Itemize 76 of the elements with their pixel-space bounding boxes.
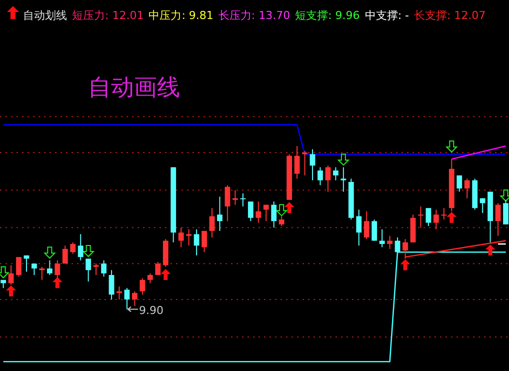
point [485,244,496,256]
text: 长支撑: 12.07 [414,9,486,22]
candlestick [263,204,269,222]
candlestick [372,218,378,242]
candlestick [155,261,161,276]
candlestick [16,256,22,278]
candlestick [8,264,14,286]
candlestick [356,209,362,246]
candlestick [248,201,254,222]
candlestick [132,290,138,307]
point [52,277,62,288]
candlestick [464,178,470,199]
candlestick [332,166,338,181]
candlestick [32,263,37,276]
candlestick [232,190,238,206]
text: 短支撑: 9.96 [295,9,360,22]
chart-title: 自动画线 [88,75,180,101]
candlestick [426,208,432,227]
candlestick [186,228,192,246]
candlestick [194,228,200,256]
candlestick [441,208,447,220]
candlestick [433,209,439,230]
candlestick [209,208,215,238]
candlestick [418,206,424,228]
candlestick [147,272,153,284]
candlestick [86,258,92,282]
candlestick [46,260,52,276]
candlestick [364,210,370,240]
point [160,269,171,280]
candlestick [302,150,308,176]
point [82,245,94,258]
candlestick [495,202,501,236]
candlestick [340,166,346,192]
text: 短压力: 12.01 [72,9,144,22]
point [44,246,56,259]
text: 中压力: 9.81 [148,9,214,22]
candlestick [402,238,408,260]
candlestick [503,199,508,225]
candlestick [124,288,130,310]
candlestick [240,192,246,207]
candlestick [93,263,99,276]
candlestick [256,201,262,224]
candlestick [108,270,114,300]
candlestick [217,196,222,232]
candlestick [480,198,486,214]
candlestick [178,227,184,248]
candlestick [294,146,300,180]
candlestick [224,184,230,222]
text: 中支撑: - [364,9,410,22]
annotation: 9.90 [138,304,164,317]
point [6,285,16,296]
text: 长压力: 13.70 [218,9,290,22]
candlestick [70,242,76,254]
point [276,204,288,216]
candlestick [78,234,84,261]
candlestick [310,148,316,181]
point [446,212,457,223]
candlestick [325,165,331,192]
candlestick [116,286,122,300]
point [446,140,458,152]
candlestick [62,245,68,264]
candlestick [394,236,400,254]
point [284,202,294,214]
candlestick [379,228,385,248]
candlestick [456,174,462,192]
candlestick [54,260,60,279]
text: 自动划线 [23,9,67,22]
candlestick [101,260,106,278]
candlestick [271,201,277,228]
candlestick [318,166,323,186]
candlestick [387,235,392,250]
point [400,259,410,270]
point [338,154,349,166]
candlestick [140,278,146,296]
candlestick [278,216,284,227]
candlestick [202,230,207,253]
